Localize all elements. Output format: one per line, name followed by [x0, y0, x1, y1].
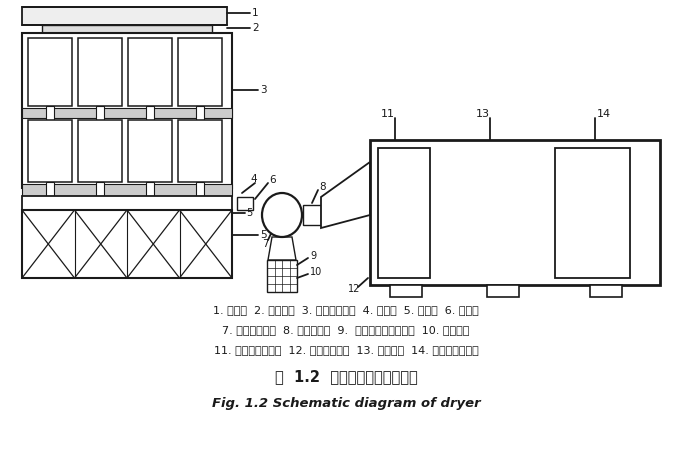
Text: 5: 5: [260, 230, 266, 240]
Bar: [46, 106, 54, 120]
Text: 7. 离心式鼓风机  8. 电加热装置  9.  离心式鼓风机支撇架  10. 电控装置: 7. 离心式鼓风机 8. 电加热装置 9. 离心式鼓风机支撇架 10. 电控装置: [222, 325, 470, 335]
Bar: [196, 182, 204, 196]
Bar: [28, 120, 72, 182]
Bar: [237, 197, 253, 210]
Bar: [46, 182, 54, 196]
Bar: [590, 285, 622, 297]
Polygon shape: [321, 162, 370, 228]
Text: 9: 9: [310, 251, 316, 261]
Bar: [22, 7, 227, 25]
Bar: [487, 285, 519, 297]
Bar: [303, 205, 321, 225]
Text: 3: 3: [260, 85, 266, 95]
Text: 8: 8: [319, 182, 326, 192]
Text: 11. 换热装置出料口  12. 换热装置底脚  13. 换热装置  14. 换热装置进料口: 11. 换热装置出料口 12. 换热装置底脚 13. 换热装置 14. 换热装置…: [214, 345, 478, 355]
Bar: [96, 182, 104, 196]
Bar: [267, 260, 297, 292]
Text: Fig. 1.2 Schematic diagram of dryer: Fig. 1.2 Schematic diagram of dryer: [212, 396, 480, 410]
Bar: [42, 25, 212, 33]
Bar: [96, 106, 104, 120]
Text: 14: 14: [597, 109, 611, 119]
Text: 6: 6: [269, 175, 275, 185]
Bar: [555, 148, 630, 278]
Bar: [78, 38, 122, 106]
Bar: [370, 140, 660, 285]
Bar: [22, 108, 232, 118]
Text: 12: 12: [348, 284, 361, 294]
Bar: [378, 148, 430, 278]
Bar: [146, 182, 154, 196]
Text: 1. 进风筒  2. 连接导口  3. 太阳能集热器  4. 导风筒  5. 支撇架  6. 配风口: 1. 进风筒 2. 连接导口 3. 太阳能集热器 4. 导风筒 5. 支撇架 6…: [213, 305, 479, 315]
Bar: [146, 106, 154, 120]
Bar: [22, 196, 232, 210]
Text: 1: 1: [252, 8, 259, 18]
Bar: [178, 120, 222, 182]
Bar: [178, 38, 222, 106]
Bar: [28, 38, 72, 106]
Bar: [196, 106, 204, 120]
Text: 13: 13: [476, 109, 490, 119]
Text: 7: 7: [262, 239, 268, 249]
Bar: [78, 120, 122, 182]
Ellipse shape: [262, 193, 302, 237]
Bar: [22, 33, 232, 188]
Text: 11: 11: [381, 109, 395, 119]
Text: 4: 4: [250, 174, 257, 184]
Text: 图  1.2  混联式烘干机结构简图: 图 1.2 混联式烘干机结构简图: [275, 370, 417, 384]
Bar: [390, 285, 422, 297]
Bar: [22, 210, 232, 278]
Bar: [22, 184, 232, 196]
Bar: [128, 38, 172, 106]
Text: 5: 5: [246, 208, 253, 218]
Polygon shape: [268, 237, 296, 260]
Bar: [128, 120, 172, 182]
Text: 2: 2: [252, 23, 259, 33]
Text: 10: 10: [310, 267, 322, 277]
